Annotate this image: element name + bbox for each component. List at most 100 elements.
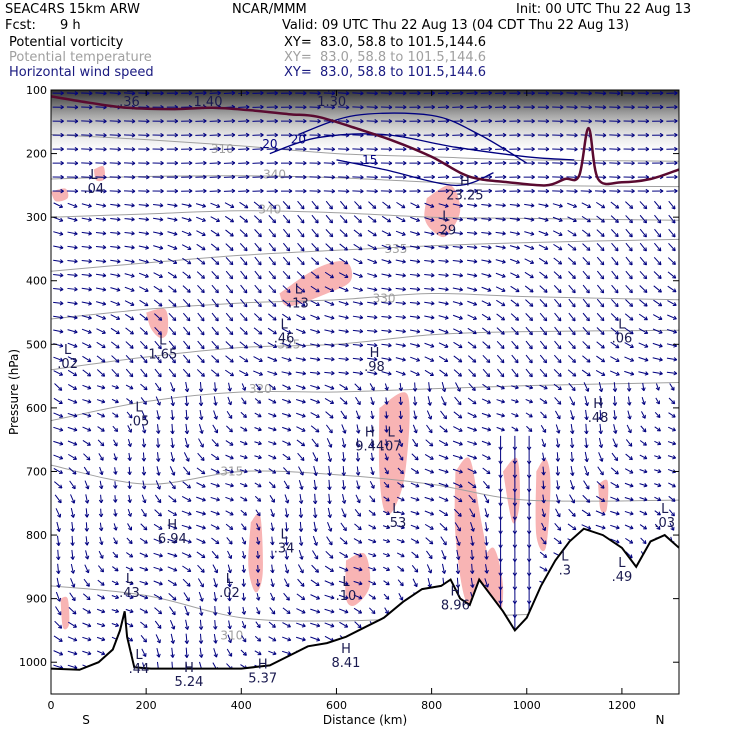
wind-vector	[594, 134, 607, 136]
wind-vector	[82, 399, 92, 403]
wind-vector-head	[160, 146, 164, 152]
wind-vector-head	[300, 456, 305, 462]
wind-vector	[156, 466, 160, 476]
wind-vector-head	[601, 372, 606, 376]
wind-vector	[381, 371, 392, 375]
wind-vector-head	[444, 203, 449, 208]
wind-vector	[324, 315, 335, 319]
wind-vector	[424, 245, 435, 249]
wind-vector-head	[459, 118, 464, 124]
wind-vector	[95, 217, 106, 221]
wind-vector	[395, 273, 406, 277]
wind-vector-head	[557, 400, 562, 405]
wind-vector-head	[330, 356, 335, 362]
wind-vector	[525, 299, 534, 307]
wind-vector-head	[59, 259, 64, 264]
wind-vector-head	[244, 218, 249, 223]
pv-shaded-region	[535, 458, 551, 552]
wind-vector-head	[187, 246, 192, 251]
wind-vector-head	[203, 132, 207, 138]
wind-vector-head	[370, 401, 375, 406]
wind-vector-head	[674, 174, 678, 180]
wind-vector	[82, 355, 92, 363]
wind-vector	[424, 202, 435, 208]
wind-vector	[669, 383, 675, 391]
pv-extremum-value: 1.65	[148, 347, 177, 362]
wind-vector	[95, 232, 106, 235]
wind-vector-head	[229, 232, 234, 237]
wind-vector-head	[116, 217, 121, 222]
wind-vector-head	[288, 160, 293, 166]
wind-vector-head	[373, 259, 378, 264]
wind-vector-head	[73, 413, 78, 418]
pv-extremum-kind: L	[135, 648, 143, 663]
wind-vector	[367, 215, 377, 223]
wind-vector-head	[100, 427, 105, 432]
wind-vector	[253, 201, 263, 209]
wind-vector	[625, 201, 634, 209]
wind-vector-head	[559, 160, 564, 166]
wind-vector-head	[413, 415, 418, 420]
wind-vector	[239, 355, 249, 363]
wind-vector	[624, 313, 634, 321]
wind-vector	[511, 354, 519, 364]
wind-vector-head	[402, 174, 407, 180]
wind-vector	[127, 438, 132, 447]
wind-vector-head	[445, 273, 449, 278]
wind-vector-head	[645, 118, 650, 124]
wind-vector	[255, 383, 261, 391]
wind-vector-head	[459, 90, 464, 96]
wind-vector	[53, 216, 63, 222]
wind-vector	[95, 203, 106, 207]
wind-vector-head	[384, 442, 389, 447]
theta-contour-label: 310	[211, 142, 234, 156]
wind-vector	[82, 426, 92, 432]
wind-vector	[594, 162, 607, 164]
wind-vector-head	[272, 289, 277, 294]
wind-vector	[552, 216, 563, 222]
wind-vector-head	[345, 370, 349, 376]
wind-vector-head	[358, 273, 363, 278]
wind-vector-head	[555, 443, 561, 448]
wind-vector	[310, 300, 320, 306]
wind-vector	[125, 368, 134, 378]
wind-vector-head	[373, 301, 378, 306]
wind-vector-head	[588, 105, 592, 110]
wind-vector	[81, 273, 92, 277]
wind-vector	[67, 398, 78, 404]
wind-vector	[196, 257, 206, 265]
wind-vector	[324, 384, 335, 390]
wind-vector	[585, 423, 588, 434]
wind-vector	[53, 315, 64, 319]
wind-vector-head	[388, 146, 393, 152]
wind-vector-head	[612, 402, 618, 406]
wind-vector	[168, 354, 176, 364]
wind-vector-head	[60, 90, 64, 96]
pv-extremum-value: .06	[612, 332, 633, 347]
wind-vector-head	[657, 441, 662, 446]
wind-vector-head	[187, 260, 192, 265]
wind-vector-head	[143, 330, 148, 335]
wind-vector	[653, 299, 663, 307]
wind-vector-head	[584, 402, 589, 407]
wind-vector-head	[329, 274, 334, 279]
wind-vector	[396, 216, 406, 222]
org-title: NCAR/MMM	[232, 2, 307, 17]
wind-vector-head	[417, 174, 421, 180]
wind-vector	[310, 271, 320, 279]
wind-vector-head	[430, 273, 435, 278]
wind-vector-head	[402, 132, 407, 138]
wind-vector	[96, 328, 106, 334]
wind-vector-head	[401, 371, 406, 376]
wind-vector-head	[87, 385, 92, 390]
wind-vector	[211, 284, 219, 294]
wind-vector	[466, 92, 478, 94]
wind-vector	[639, 242, 647, 252]
wind-vector	[496, 426, 505, 431]
wind-vector-head	[671, 205, 676, 210]
wind-vector-head	[174, 90, 179, 96]
field-name-theta: Potential temperature	[9, 50, 152, 65]
wind-vector	[95, 273, 106, 277]
wind-vector-head	[359, 301, 364, 306]
wind-vector	[209, 190, 221, 192]
